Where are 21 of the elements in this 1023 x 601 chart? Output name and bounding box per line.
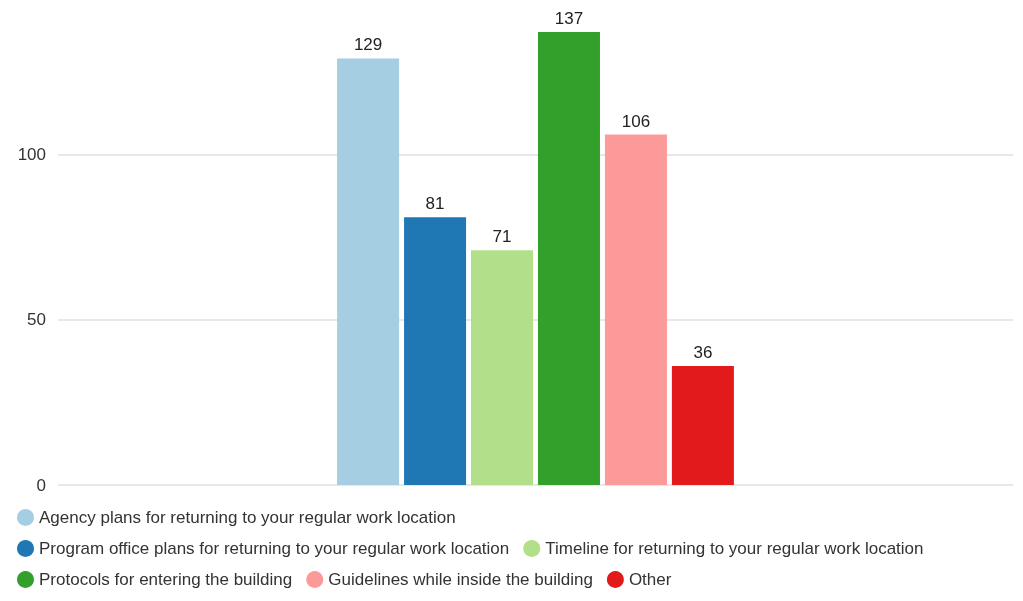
data-label: 36 [693,342,713,362]
bar [537,32,600,485]
bar [671,365,734,485]
data-label: 129 [353,35,383,55]
legend-label: Guidelines while inside the building [328,570,593,589]
legend-label: Agency plans for returning to your regular work location [39,508,456,527]
legend-label: Other [628,570,672,589]
data-label: 81 [425,194,445,214]
y-tick-label: 50 [27,310,46,330]
data-label: 106 [621,111,651,131]
data-label: 71 [492,227,512,247]
bar [404,217,467,485]
bar [604,134,667,485]
bar [471,250,534,485]
legend-label: Timeline for returning to your regular work location [545,539,924,558]
data-label: 137 [554,9,584,28]
y-tick-label: 0 [36,475,46,495]
legend-label: Program office plans for returning to your regular work location [39,539,510,558]
legend-label: Protocols for entering the building [39,570,293,589]
y-tick-label: 100 [17,144,46,164]
bar [337,58,400,485]
